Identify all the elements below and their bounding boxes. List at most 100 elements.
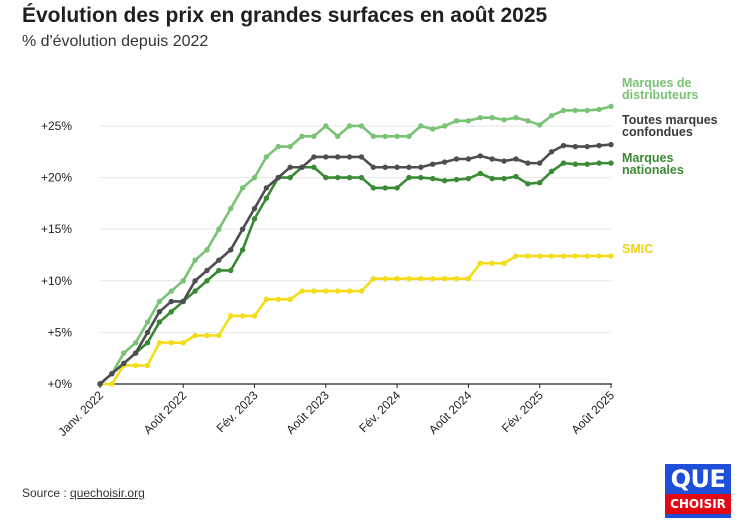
data-point-toutes	[608, 141, 614, 148]
data-point-nationales	[525, 181, 531, 187]
y-tick-label: +10%	[41, 274, 72, 288]
data-point-distributeurs	[584, 107, 590, 114]
data-point-toutes	[180, 298, 186, 305]
x-tick-label: Fév. 2024	[356, 388, 403, 435]
data-point-distributeurs	[477, 115, 483, 121]
data-point-smic	[192, 332, 198, 339]
x-tick-label: Août 2025	[569, 388, 618, 437]
data-point-toutes	[406, 164, 412, 170]
series-line-toutes	[98, 143, 613, 386]
data-point-distributeurs	[394, 133, 400, 139]
data-point-smic	[418, 276, 424, 282]
data-point-distributeurs	[346, 123, 353, 129]
data-point-toutes	[489, 156, 495, 162]
data-point-distributeurs	[263, 154, 270, 160]
series-label-nationales: Marques nationales	[622, 151, 684, 177]
series-label-smic: SMIC	[622, 242, 653, 256]
y-tick-label: +20%	[41, 171, 72, 185]
data-point-nationales	[560, 160, 567, 166]
series-label-toutes: Toutes marques confondues	[622, 113, 718, 139]
data-point-toutes	[477, 153, 483, 159]
data-point-smic	[239, 313, 246, 319]
data-point-smic	[525, 253, 531, 259]
x-tick-label: Fév. 2023	[214, 388, 261, 435]
data-point-nationales	[346, 174, 353, 181]
data-point-smic	[334, 288, 341, 294]
data-point-nationales	[370, 185, 377, 191]
data-point-distributeurs	[132, 340, 139, 346]
data-point-distributeurs	[418, 123, 424, 129]
x-tick-label: Fév. 2025	[499, 388, 546, 435]
que-choisir-logo: QUE CHOISIR	[665, 464, 731, 518]
data-point-distributeurs	[525, 118, 531, 124]
data-point-toutes	[560, 142, 567, 149]
data-point-nationales	[358, 174, 365, 181]
data-point-smic	[216, 332, 222, 339]
data-point-nationales	[204, 278, 210, 284]
axes: +0% +5% +10% +15% +20% +25% Janv. 2022 Août 202…	[41, 119, 617, 439]
data-point-distributeurs	[489, 115, 495, 121]
data-point-smic	[370, 276, 377, 282]
data-point-toutes	[513, 156, 519, 162]
data-point-smic	[536, 253, 543, 259]
data-point-toutes	[204, 267, 210, 274]
data-point-toutes	[394, 164, 400, 170]
data-point-toutes	[109, 370, 115, 377]
series-toutes	[97, 141, 614, 387]
data-point-distributeurs	[560, 107, 567, 114]
data-point-smic	[358, 288, 365, 294]
series-label-line: nationales	[622, 163, 684, 177]
data-point-toutes	[596, 142, 602, 149]
data-point-nationales	[608, 160, 614, 166]
data-point-distributeurs	[536, 122, 543, 128]
data-point-toutes	[132, 350, 139, 356]
chart-subtitle: % d'évolution depuis 2022	[22, 33, 209, 50]
data-point-distributeurs	[311, 133, 317, 139]
data-point-smic	[346, 288, 353, 294]
data-point-toutes	[168, 298, 175, 305]
data-point-nationales	[156, 319, 163, 325]
source-link[interactable]: quechoisir.org	[70, 486, 145, 500]
data-point-distributeurs	[121, 350, 127, 356]
source-note: Source : quechoisir.org	[22, 486, 145, 500]
data-point-toutes	[536, 160, 543, 166]
data-point-smic	[287, 296, 293, 303]
data-point-smic	[441, 276, 448, 282]
data-point-smic	[608, 253, 614, 259]
data-point-toutes	[430, 161, 436, 167]
logo-line-1: QUE	[670, 465, 726, 493]
data-point-distributeurs	[287, 143, 293, 150]
data-point-distributeurs	[228, 205, 234, 212]
series-label-line: SMIC	[622, 242, 653, 256]
data-point-smic	[109, 381, 115, 387]
data-point-nationales	[453, 176, 460, 183]
data-point-smic	[430, 276, 436, 282]
data-point-smic	[251, 313, 258, 319]
logo-line-2: CHOISIR	[665, 494, 731, 514]
series-label-distributeurs: Marques de distributeurs	[622, 76, 698, 102]
data-point-toutes	[192, 278, 198, 284]
data-point-distributeurs	[156, 298, 163, 305]
data-point-nationales	[394, 185, 400, 191]
data-point-nationales	[382, 185, 388, 191]
data-point-distributeurs	[465, 118, 472, 124]
data-point-nationales	[168, 309, 175, 315]
data-point-distributeurs	[334, 133, 341, 139]
data-point-smic	[394, 276, 400, 282]
data-point-toutes	[216, 257, 222, 263]
data-point-nationales	[144, 340, 151, 346]
data-point-distributeurs	[501, 117, 507, 123]
series-smic	[97, 253, 614, 387]
data-point-distributeurs	[144, 319, 151, 325]
data-point-smic	[501, 260, 507, 266]
data-point-smic	[132, 362, 139, 369]
data-point-distributeurs	[180, 278, 186, 284]
data-point-toutes	[263, 185, 270, 191]
data-point-toutes	[228, 247, 234, 253]
data-point-smic	[548, 253, 555, 259]
data-point-distributeurs	[323, 123, 329, 129]
data-point-nationales	[192, 288, 198, 294]
data-point-toutes	[334, 154, 341, 160]
data-point-toutes	[358, 154, 365, 160]
